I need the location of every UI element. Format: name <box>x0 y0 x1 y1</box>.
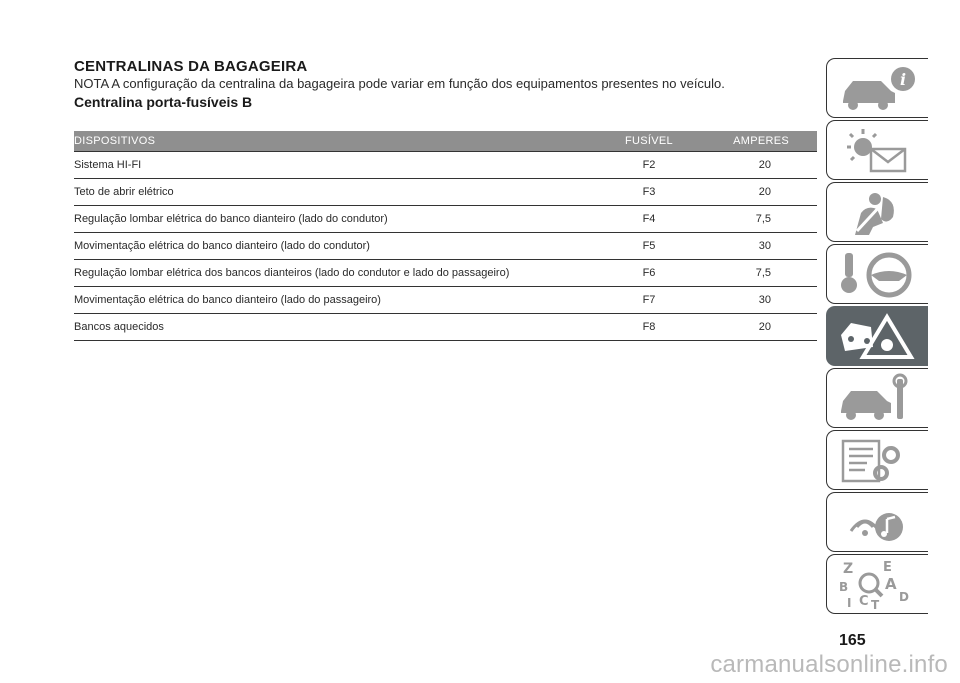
device-cell: Sistema HI-FI <box>74 151 619 179</box>
index-letter: A <box>885 575 897 593</box>
index-letter: E <box>883 560 892 575</box>
section-title: CENTRALINAS DA BAGAGEIRA <box>74 58 308 75</box>
amperes-cell: 20 <box>679 313 817 341</box>
amperes-cell: 20 <box>679 151 817 179</box>
device-cell: Movimentação elétrica do banco dianteiro… <box>74 232 619 260</box>
warning-lights-icon <box>847 129 907 173</box>
device-cell: Bancos aquecidos <box>74 313 619 341</box>
tab-technical-data[interactable] <box>826 430 928 490</box>
table-row: Movimentação elétrica do banco dianteiro… <box>74 286 817 314</box>
device-cell: Teto de abrir elétrico <box>74 178 619 206</box>
main-content: CENTRALINAS DA BAGAGEIRA NOTA A configur… <box>74 58 817 341</box>
index-letter: B <box>839 580 848 594</box>
page-number: 165 <box>839 632 866 649</box>
fuse-cell: F6 <box>619 259 679 287</box>
fuse-cell: F4 <box>619 205 679 233</box>
safety-airbag-icon <box>855 193 894 235</box>
tab-index[interactable]: Z E B A C T D I <box>826 554 928 614</box>
key-steering-wheel-icon <box>841 252 912 298</box>
index-icon: Z E B A C T D I <box>839 560 909 611</box>
emergency-icon <box>841 313 915 359</box>
multimedia-icon <box>849 513 903 541</box>
car-info-icon: i <box>843 67 915 110</box>
index-letter: I <box>847 596 851 610</box>
table-row: Regulação lombar elétrica dos bancos dia… <box>74 259 817 287</box>
tab-emergency[interactable] <box>826 306 928 366</box>
maintenance-icon <box>841 373 908 420</box>
fuse-cell: F5 <box>619 232 679 260</box>
tab-multimedia[interactable] <box>826 492 928 552</box>
table-row: Sistema HI-FI F2 20 <box>74 151 817 179</box>
amperes-cell: 7,5 <box>679 259 817 287</box>
tab-safety[interactable] <box>826 182 928 242</box>
fuse-cell: F2 <box>619 151 679 179</box>
amperes-cell: 7,5 <box>679 205 817 233</box>
tab-maintenance[interactable] <box>826 368 928 428</box>
amperes-cell: 30 <box>679 286 817 314</box>
column-header-fuse: FUSÍVEL <box>619 131 679 152</box>
tab-warning-lights[interactable] <box>826 120 928 180</box>
index-letter: D <box>899 590 909 604</box>
fuse-table: DISPOSITIVOS FUSÍVEL AMPERES Sistema HI-… <box>74 131 817 341</box>
table-row: Bancos aquecidos F8 20 <box>74 313 817 341</box>
table-row: Movimentação elétrica do banco dianteiro… <box>74 232 817 260</box>
column-header-amperes: AMPERES <box>679 131 817 152</box>
device-cell: Regulação lombar elétrica do banco diant… <box>74 205 619 233</box>
index-letter: C <box>859 594 869 609</box>
index-letter: T <box>871 598 880 611</box>
table-row: Regulação lombar elétrica do banco diant… <box>74 205 817 233</box>
amperes-cell: 20 <box>679 178 817 206</box>
svg-text:i: i <box>900 70 906 89</box>
fuse-cell: F8 <box>619 313 679 341</box>
device-cell: Regulação lombar elétrica dos bancos dia… <box>74 259 619 287</box>
index-letter: Z <box>843 561 853 577</box>
table-row: Teto de abrir elétrico F3 20 <box>74 178 817 206</box>
technical-data-icon <box>841 439 900 483</box>
subsection-title: Centralina porta-fusíveis B <box>74 94 253 110</box>
fuse-cell: F7 <box>619 286 679 314</box>
column-header-devices: DISPOSITIVOS <box>74 131 619 152</box>
watermark: carmanualsonline.info <box>710 651 948 678</box>
amperes-cell: 30 <box>679 232 817 260</box>
note-text: NOTA A configuração da centralina da bag… <box>74 76 725 91</box>
table-header-row: DISPOSITIVOS FUSÍVEL AMPERES <box>74 131 817 152</box>
tab-key-steering[interactable] <box>826 244 928 304</box>
device-cell: Movimentação elétrica do banco dianteiro… <box>74 286 619 314</box>
tab-car-info[interactable]: i <box>826 58 928 118</box>
fuse-cell: F3 <box>619 178 679 206</box>
